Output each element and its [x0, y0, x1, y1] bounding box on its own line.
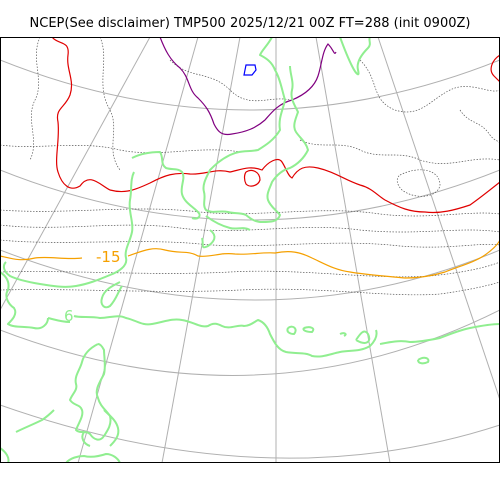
coastline: [69, 343, 112, 441]
coastline: [202, 37, 309, 223]
latitude-line: [0, 309, 500, 376]
isotherm: [0, 208, 500, 217]
isotherm: [169, 59, 291, 102]
latitude-line: [0, 59, 500, 111]
coastline: [0, 409, 121, 463]
coast-contour-label: 6: [64, 307, 74, 325]
isotherm: [0, 281, 500, 296]
isotherm: [99, 37, 121, 171]
blue-isotherm: [243, 64, 257, 76]
meridian-line: [77, 37, 199, 463]
coastline: [0, 271, 49, 330]
map-title: NCEP(See disclaimer) TMP500 2025/12/21 0…: [29, 16, 471, 31]
isotherm: [299, 139, 500, 164]
meridian-line: [161, 37, 241, 463]
coastlines: [0, 37, 500, 463]
orange-isotherm: [0, 239, 500, 279]
isotherm: [396, 169, 441, 197]
coastline: [47, 315, 500, 358]
latitude-line: [0, 404, 500, 459]
isotherm: [359, 59, 500, 113]
isotherm: [0, 239, 500, 248]
isotherm: [459, 109, 500, 146]
coastline: [201, 215, 251, 249]
coastline: [131, 151, 201, 220]
coastline: [2, 171, 135, 288]
isotherm: [0, 261, 500, 278]
coastline: [286, 325, 430, 365]
orange-contour-label: -15: [96, 248, 121, 266]
red-isotherm-loop: [243, 169, 261, 187]
red-isotherm: [51, 37, 500, 214]
map-frame: [0, 37, 500, 463]
map-plot-area: -15 6: [0, 37, 500, 463]
minor-isotherms: [0, 37, 500, 296]
coastline: [339, 37, 371, 76]
red-isotherm-edge: [490, 54, 500, 83]
latitude-line: [0, 249, 500, 301]
coastline: [100, 281, 123, 309]
meridian-line: [0, 37, 151, 311]
purple-isotherm: [159, 37, 337, 136]
coastline: [81, 409, 120, 447]
meridian-line: [315, 37, 391, 463]
isotherm: [0, 224, 500, 233]
isotherm: [29, 37, 41, 161]
isotherm: [0, 144, 241, 154]
meridian-lines: [0, 37, 500, 463]
meridian-line: [377, 37, 500, 401]
